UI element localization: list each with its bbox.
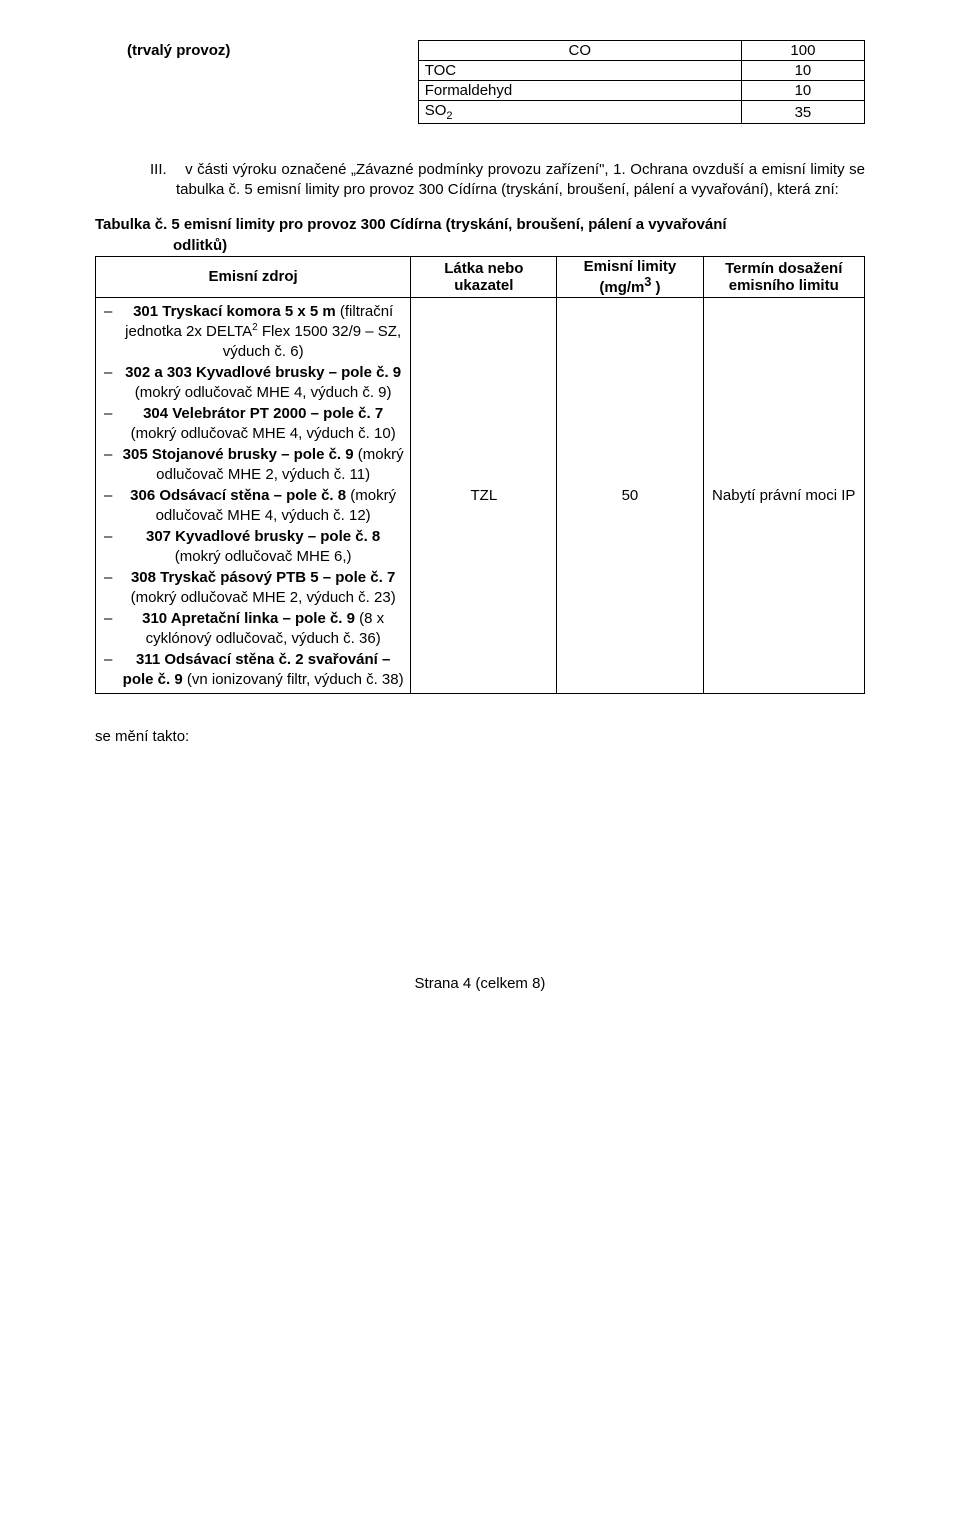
para-lead: III. [150, 161, 167, 178]
se-meni-text: se mění takto: [95, 728, 865, 745]
table2-header-emisni: Emisní zdroj [96, 256, 411, 297]
table2-header-limity: Emisní limity (mg/m3 ) [557, 256, 703, 297]
list-item: –301 Tryskací komora 5 x 5 m (filtrační … [104, 301, 404, 363]
table1-row0-c3: 100 [741, 41, 864, 61]
bullet-list: –301 Tryskací komora 5 x 5 m (filtrační … [100, 299, 406, 693]
table2-caption-line1: Tabulka č. 5 emisní limity pro provoz 30… [95, 215, 865, 235]
list-item: –304 Velebrátor PT 2000 – pole č. 7 (mok… [104, 403, 404, 444]
emission-limits-table-2: Emisní zdroj Látka nebo ukazatel Emisní … [95, 256, 865, 695]
table1-row3-c2: SO2 [418, 101, 741, 124]
table2-header-termin: Termín dosažení emisního limitu [703, 256, 865, 297]
table1-row3-c3: 35 [741, 101, 864, 124]
list-item: –302 a 303 Kyvadlové brusky – pole č. 9 … [104, 362, 404, 403]
table2-termin-value: Nabytí právní moci IP [703, 297, 865, 694]
list-item: –310 Apretační linka – pole č. 9 (8 x cy… [104, 608, 404, 649]
table2-limity-value: 50 [557, 297, 703, 694]
list-item: –311 Odsávací stěna č. 2 svařování – pol… [104, 649, 404, 690]
table2-latka-value: TZL [411, 297, 557, 694]
table2-header-latka: Látka nebo ukazatel [411, 256, 557, 297]
paragraph-iii: III. v části výroku označené „Závazné po… [150, 160, 865, 201]
table1-row2-c3: 10 [741, 81, 864, 101]
list-item: –308 Tryskač pásový PTB 5 – pole č. 7 (m… [104, 567, 404, 608]
list-item: –305 Stojanové brusky – pole č. 9 (mokrý… [104, 444, 404, 485]
table1-row1-c3: 10 [741, 61, 864, 81]
list-item: –306 Odsávací stěna – pole č. 8 (mokrý o… [104, 485, 404, 526]
table1-row0-c1: (trvalý provoz) [95, 41, 418, 124]
para-text: v části výroku označené „Závazné podmínk… [176, 161, 865, 198]
emission-limits-table-1: (trvalý provoz) CO 100 TOC 10 Formaldehy… [95, 40, 865, 124]
table1-row1-c2: TOC [418, 61, 741, 81]
table2-caption-line2: odlitků) [173, 237, 865, 254]
list-item: –307 Kyvadlové brusky – pole č. 8 (mokrý… [104, 526, 404, 567]
table1-row0-c2: CO [418, 41, 741, 61]
table2-emisni-list: –301 Tryskací komora 5 x 5 m (filtrační … [96, 297, 411, 694]
table1-row2-c2: Formaldehyd [418, 81, 741, 101]
page-footer: Strana 4 (celkem 8) [95, 975, 865, 992]
